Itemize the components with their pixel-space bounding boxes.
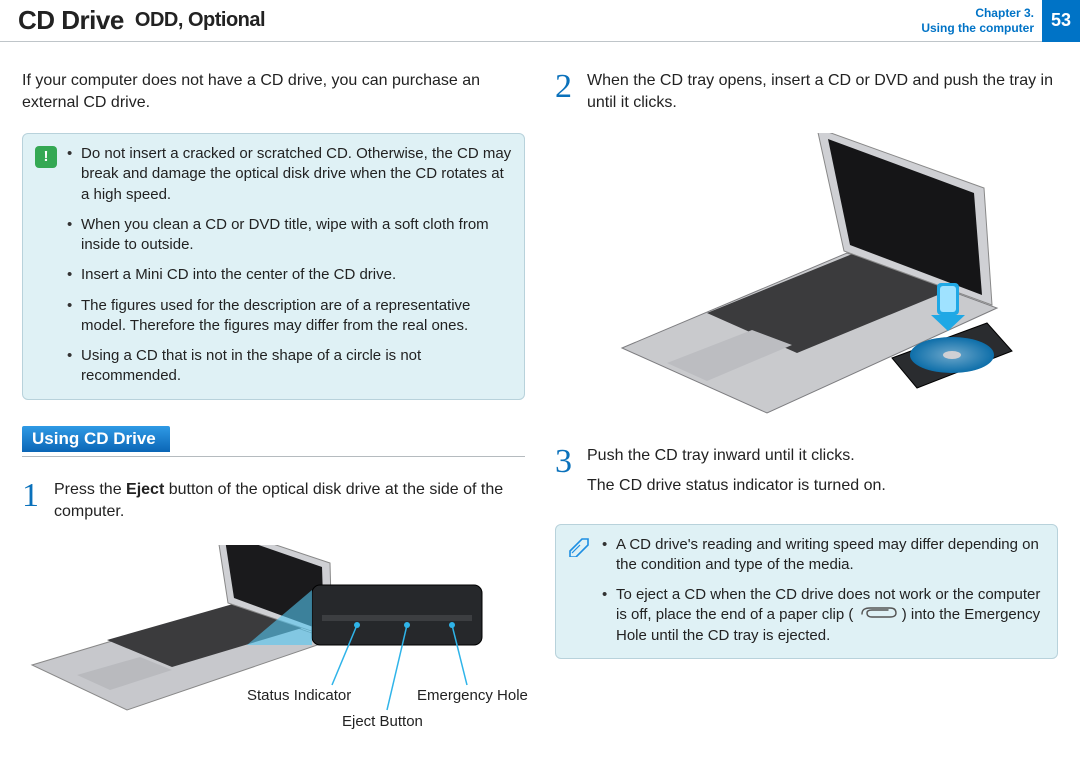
page-number-box: 53 xyxy=(1042,0,1080,42)
page-title: CD Drive xyxy=(18,5,124,36)
top-bar: CD Drive ODD, Optional Chapter 3. Using … xyxy=(0,0,1080,42)
step-3: 3 Push the CD tray inward until it click… xyxy=(555,445,1058,498)
left-column: If your computer does not have a CD driv… xyxy=(22,70,525,735)
warning-list: Do not insert a cracked or scratched CD.… xyxy=(67,144,512,387)
page-number: 53 xyxy=(1051,10,1071,31)
chapter-number: Chapter 3. xyxy=(921,6,1034,21)
warning-callout: ! Do not insert a cracked or scratched C… xyxy=(22,133,525,400)
note-callout: A CD drive's reading and writing speed m… xyxy=(555,524,1058,659)
step-body: Press the Eject button of the optical di… xyxy=(54,479,525,524)
warning-item: The figures used for the description are… xyxy=(67,296,512,337)
step-number: 2 xyxy=(555,70,575,115)
figure-insert-cd xyxy=(555,133,1058,423)
label-status-indicator: Status Indicator xyxy=(247,687,351,704)
note-list: A CD drive's reading and writing speed m… xyxy=(602,535,1045,646)
chapter-subtitle: Using the computer xyxy=(921,21,1034,36)
step-number: 1 xyxy=(22,479,42,524)
label-emergency-hole: Emergency Hole xyxy=(417,687,528,704)
section-title: Using CD Drive xyxy=(22,426,170,452)
chapter-label: Chapter 3. Using the computer xyxy=(921,6,1042,36)
right-column: 2 When the CD tray opens, insert a CD or… xyxy=(555,70,1058,735)
step-2: 2 When the CD tray opens, insert a CD or… xyxy=(555,70,1058,115)
warning-item: Insert a Mini CD into the center of the … xyxy=(67,265,512,285)
step-body: When the CD tray opens, insert a CD or D… xyxy=(587,70,1058,115)
note-item: To eject a CD when the CD drive does not… xyxy=(602,585,1045,646)
note-item: A CD drive's reading and writing speed m… xyxy=(602,535,1045,576)
warning-item: Do not insert a cracked or scratched CD.… xyxy=(67,144,512,205)
figure-eject-button: Status Indicator Eject Button Emergency … xyxy=(22,545,525,735)
paperclip-icon xyxy=(858,605,898,625)
step-body: Push the CD tray inward until it clicks.… xyxy=(587,445,886,498)
step-1: 1 Press the Eject button of the optical … xyxy=(22,479,525,524)
top-bar-right: Chapter 3. Using the computer 53 xyxy=(921,0,1080,41)
page-subtitle: ODD, Optional xyxy=(130,9,265,32)
note-icon xyxy=(568,537,592,557)
warning-item: When you clean a CD or DVD title, wipe w… xyxy=(67,215,512,256)
label-eject-button: Eject Button xyxy=(342,713,423,730)
step-number: 3 xyxy=(555,445,575,498)
warning-item: Using a CD that is not in the shape of a… xyxy=(67,346,512,387)
section-heading: Using CD Drive xyxy=(22,426,525,457)
intro-text: If your computer does not have a CD driv… xyxy=(22,70,525,113)
warning-icon: ! xyxy=(35,146,57,168)
